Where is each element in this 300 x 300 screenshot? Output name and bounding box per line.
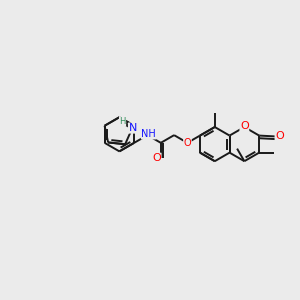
Text: H: H [119,117,126,126]
Text: N: N [128,123,137,133]
Text: O: O [240,122,249,131]
Text: NH: NH [141,129,156,139]
Text: O: O [184,138,191,148]
Text: O: O [275,131,284,141]
Text: O: O [152,153,161,163]
